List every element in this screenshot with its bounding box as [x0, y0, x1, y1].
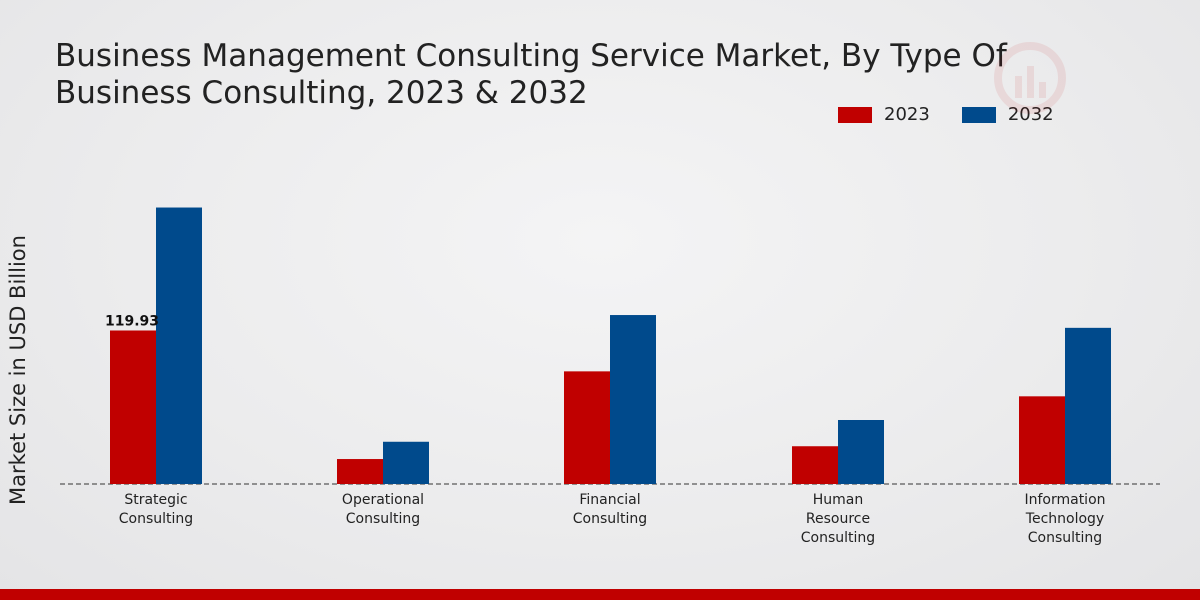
legend-label-2023: 2023 — [884, 104, 930, 125]
x-tick-label-line: Financial — [579, 492, 641, 508]
legend-swatch-2023 — [838, 106, 872, 123]
bar-2032-4 — [1065, 327, 1111, 484]
x-tick-label-line: Consulting — [345, 511, 421, 527]
bar-2032-2 — [610, 315, 656, 484]
x-tick-label-line: Resource — [805, 511, 871, 527]
bar-2023-0 — [110, 330, 156, 484]
x-tick-label-2: Financial Consulting — [530, 491, 690, 529]
x-tick-label-line: Human — [812, 492, 864, 508]
x-tick-label-line: Consulting — [1027, 530, 1103, 546]
x-tick-label-3: Human Resource Consulting — [758, 491, 918, 548]
watermark-logo-icon — [994, 42, 1066, 114]
bar-2023-4 — [1019, 396, 1065, 484]
x-tick-label-line: Information — [1024, 492, 1106, 508]
x-tick-label-line: Technology — [1025, 511, 1105, 527]
x-tick-label-line: Consulting — [800, 530, 876, 546]
legend: 2023 2032 — [838, 104, 1086, 125]
x-tick-label-line: Strategic — [124, 492, 188, 508]
legend-item-2023: 2023 — [838, 104, 930, 125]
bar-2032-3 — [838, 420, 884, 484]
bar-2032-0 — [156, 207, 202, 484]
bar-2023-2 — [564, 371, 610, 484]
legend-item-2032: 2032 — [961, 104, 1054, 125]
data-label-0: 119.93 — [105, 313, 159, 329]
bar-2023-1 — [337, 459, 383, 484]
x-tick-label-0: Strategic Consulting — [76, 491, 236, 529]
x-tick-label-line: Operational — [341, 492, 425, 508]
bottom-accent-bar — [0, 589, 1200, 600]
x-tick-label-4: Information Technology Consulting — [985, 491, 1145, 548]
bar-2032-1 — [383, 441, 429, 484]
x-tick-label-1: Operational Consulting — [303, 491, 463, 529]
legend-swatch-2032 — [961, 106, 996, 123]
x-tick-label-line: Consulting — [118, 511, 194, 527]
x-tick-label-line: Consulting — [572, 511, 648, 527]
chart-title: Business Management Consulting Service M… — [55, 38, 1007, 111]
bar-2023-3 — [792, 446, 838, 484]
legend-label-2032: 2032 — [1007, 104, 1054, 125]
